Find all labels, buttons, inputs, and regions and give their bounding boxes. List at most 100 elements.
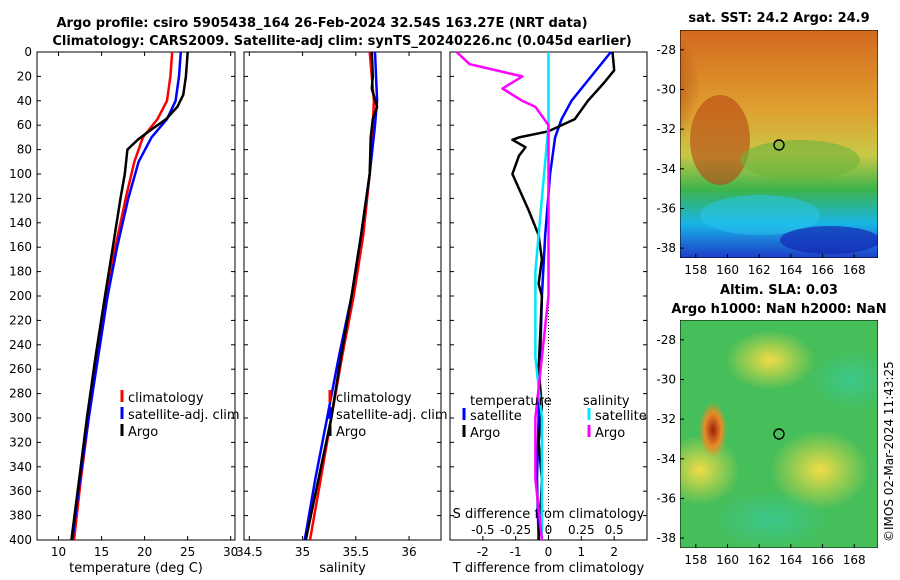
map-y-tick-label: -36 bbox=[656, 201, 676, 215]
map-y-tick-label: -38 bbox=[656, 241, 676, 255]
map-x-tick-label: 162 bbox=[748, 553, 771, 567]
depth-tick-label: 100 bbox=[9, 167, 32, 181]
map-y-tick-label: -30 bbox=[656, 372, 676, 386]
legend-label: climatology bbox=[128, 391, 204, 406]
depth-tick-label: 300 bbox=[9, 411, 32, 425]
depth-tick-label: 140 bbox=[9, 216, 32, 230]
sla-argo-location-marker bbox=[773, 428, 785, 440]
legend-label: climatology bbox=[336, 391, 412, 406]
depth-tick-label: 80 bbox=[17, 143, 32, 157]
depth-tick-label: 400 bbox=[9, 533, 32, 547]
sla-map-title-line2: Argo h1000: NaN h2000: NaN bbox=[671, 302, 886, 317]
depth-tick-label: 180 bbox=[9, 265, 32, 279]
map-x-tick-label: 158 bbox=[684, 553, 707, 567]
depth-tick-label: 120 bbox=[9, 191, 32, 205]
depth-tick-label: 40 bbox=[17, 94, 32, 108]
series-line-satellite-adj-clim bbox=[71, 51, 183, 541]
map-x-tick-label: 166 bbox=[811, 553, 834, 567]
depth-tick-label: 260 bbox=[9, 362, 32, 376]
map-y-tick-label: -34 bbox=[656, 452, 676, 466]
depth-tick-label: 280 bbox=[9, 387, 32, 401]
map-x-tick-label: 162 bbox=[748, 263, 771, 277]
x-tick-label: 35.5 bbox=[342, 545, 369, 559]
sst-argo-location-marker bbox=[773, 139, 785, 151]
x-tick-label: 30 bbox=[223, 545, 238, 559]
series-line-climatology bbox=[308, 51, 376, 541]
s-difference-axis-label: S difference from climatology bbox=[453, 507, 645, 522]
legend-label: Argo bbox=[470, 426, 500, 441]
temperature-panel-frame bbox=[36, 51, 236, 541]
map-x-tick-label: 164 bbox=[779, 553, 802, 567]
x-tick-label: 10 bbox=[51, 545, 66, 559]
depth-tick-label: 20 bbox=[17, 69, 32, 83]
depth-tick-label: 160 bbox=[9, 240, 32, 254]
series-line-s-argo bbox=[455, 51, 550, 541]
x-tick-label: 1 bbox=[578, 545, 586, 559]
sst-map-title: sat. SST: 24.2 Argo: 24.9 bbox=[688, 11, 869, 26]
x-tick-label: 15 bbox=[94, 545, 109, 559]
series-line-t-argo bbox=[511, 51, 616, 541]
figure-title-line1: Argo profile: csiro 5905438_164 26-Feb-2… bbox=[56, 16, 587, 31]
x-tick-label: 34.5 bbox=[236, 545, 263, 559]
map-x-tick-label: 166 bbox=[811, 263, 834, 277]
x-tick-label: -1 bbox=[510, 545, 522, 559]
legend-label: satellite-adj. clim bbox=[336, 408, 448, 423]
legend-label: satellite bbox=[595, 409, 647, 424]
x-tick-label: 0 bbox=[545, 545, 553, 559]
legend-title-salinity: salinity bbox=[583, 394, 630, 409]
s-difference-tick-label: -0.25 bbox=[500, 523, 531, 537]
depth-tick-label: 340 bbox=[9, 460, 32, 474]
depth-tick-label: 200 bbox=[9, 289, 32, 303]
series-line-argo bbox=[70, 51, 189, 541]
legend-title-temperature: temperature bbox=[470, 394, 552, 409]
legend-label: Argo bbox=[336, 425, 366, 440]
map-y-tick-label: -30 bbox=[656, 82, 676, 96]
depth-tick-label: 240 bbox=[9, 338, 32, 352]
x-tick-label: 2 bbox=[610, 545, 618, 559]
x-tick-label: 35 bbox=[295, 545, 310, 559]
x-tick-label: 36 bbox=[401, 545, 416, 559]
x-axis-label: T difference from climatology bbox=[452, 561, 645, 576]
map-x-tick-label: 160 bbox=[716, 263, 739, 277]
map-x-tick-label: 168 bbox=[843, 553, 866, 567]
map-y-tick-label: -28 bbox=[656, 333, 676, 347]
s-difference-tick-label: -0.5 bbox=[471, 523, 494, 537]
series-line-satellite-adj-clim bbox=[303, 51, 379, 541]
x-axis-label: temperature (deg C) bbox=[69, 561, 203, 576]
map-y-tick-label: -28 bbox=[656, 43, 676, 57]
depth-tick-label: 220 bbox=[9, 313, 32, 327]
legend-label: satellite-adj. clim bbox=[128, 408, 240, 423]
sla-map-title-line1: Altim. SLA: 0.03 bbox=[720, 283, 838, 298]
legend-label: Argo bbox=[128, 425, 158, 440]
x-tick-label: -2 bbox=[477, 545, 489, 559]
map-y-tick-label: -36 bbox=[656, 491, 676, 505]
salinity-panel-frame bbox=[243, 51, 442, 541]
depth-tick-label: 0 bbox=[24, 45, 32, 59]
sst-map bbox=[680, 30, 878, 258]
legend-label: satellite bbox=[470, 409, 522, 424]
map-x-tick-label: 160 bbox=[716, 553, 739, 567]
x-tick-label: 20 bbox=[137, 545, 152, 559]
s-difference-tick-label: 0.5 bbox=[605, 523, 624, 537]
s-difference-tick-label: 0.25 bbox=[568, 523, 595, 537]
depth-tick-label: 360 bbox=[9, 484, 32, 498]
depth-tick-label: 60 bbox=[17, 118, 32, 132]
map-x-tick-label: 164 bbox=[779, 263, 802, 277]
sla-map bbox=[680, 320, 878, 548]
depth-tick-label: 320 bbox=[9, 435, 32, 449]
legend-label: Argo bbox=[595, 426, 625, 441]
map-y-tick-label: -32 bbox=[656, 412, 676, 426]
map-y-tick-label: -38 bbox=[656, 531, 676, 545]
map-x-tick-label: 158 bbox=[684, 263, 707, 277]
imos-watermark: ©IMOS 02-Mar-2024 11:43:25 bbox=[882, 361, 896, 542]
depth-tick-label: 380 bbox=[9, 509, 32, 523]
x-tick-label: 25 bbox=[180, 545, 195, 559]
map-x-tick-label: 168 bbox=[843, 263, 866, 277]
x-axis-label: salinity bbox=[319, 561, 366, 576]
map-y-tick-label: -32 bbox=[656, 122, 676, 136]
chart-marks: 0204060801001201401601802002202402602803… bbox=[9, 43, 866, 576]
figure-title-line2: Climatology: CARS2009. Satellite-adj cli… bbox=[52, 34, 631, 49]
map-y-tick-label: -34 bbox=[656, 162, 676, 176]
s-difference-tick-label: 0 bbox=[545, 523, 553, 537]
